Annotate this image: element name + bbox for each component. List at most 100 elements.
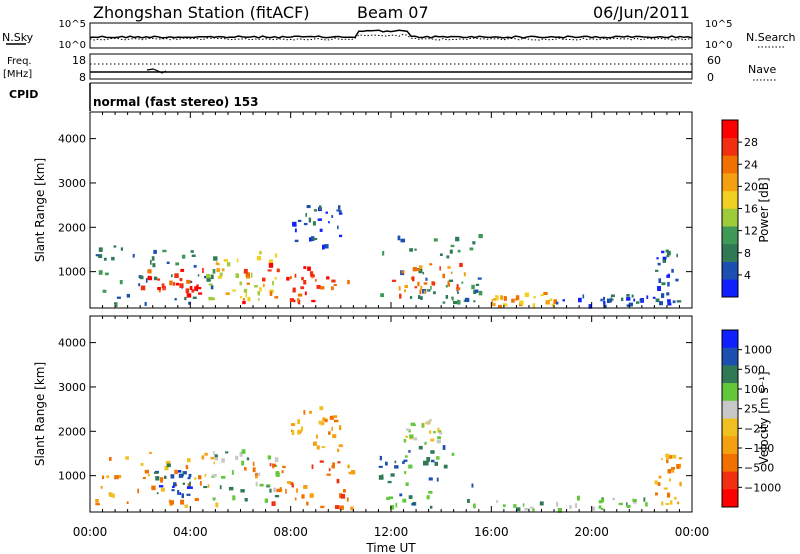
range-gate-cell [295,488,299,493]
range-gate-cell [173,282,176,286]
range-gate-cell [311,236,315,242]
range-gate-cell [231,470,234,475]
velocity-cbar-frame [721,329,739,508]
noise-search-label: N.Search [746,31,796,44]
y-tick-label: 4000 [58,133,86,146]
range-gate-cell [447,280,450,286]
range-gate-cell [287,481,292,484]
range-gate-cell [380,293,384,298]
range-gate-cell [244,498,248,502]
range-gate-cell [397,235,401,241]
range-gate-cell [658,278,662,283]
range-gate-cell [317,218,322,221]
range-gate-cell [267,455,271,460]
range-gate-cell [429,505,433,509]
range-gate-cell [147,276,153,281]
range-gate-cell [208,283,213,286]
range-gate-cell [676,464,680,469]
range-gate-cell [139,275,144,280]
range-gate-cell [448,279,454,282]
range-gate-cell [437,436,441,440]
range-gate-cell [181,493,184,499]
noise-right-tick-bottom: 10^0 [705,40,732,51]
range-gate-cell [147,269,152,274]
range-gate-cell [272,280,274,286]
range-gate-cell [306,205,311,209]
range-gate-cell [657,482,661,486]
range-gate-cell [652,296,656,299]
range-gate-cell [255,473,258,476]
range-gate-cell [665,503,670,505]
range-gate-cell [336,209,340,212]
range-gate-cell [618,502,623,506]
range-gate-cell [206,273,211,279]
range-gate-cell [269,463,272,467]
range-gate-cell [477,277,482,280]
range-gate-cell [646,295,649,299]
range-gate-cell [331,215,334,218]
x-tick-labels: 00:00 04:00 08:00 12:00 16:00 20:00 00:00 [73,525,710,539]
velocity-cbar-segment [722,400,738,419]
velocity-cbar-segment [722,471,738,490]
range-gate-cell [419,289,422,295]
power-axes: 1000 2000 3000 4000 [58,112,693,308]
range-gate-cell [256,472,261,476]
range-gate-cell [348,471,352,475]
freq-label-line2: [MHz] [3,69,32,80]
range-gate-cell [335,505,340,509]
range-gate-cell [291,483,294,488]
range-gate-cell [459,262,463,267]
range-gate-cell [425,277,428,281]
range-gate-cell [334,419,339,423]
range-gate-cell [117,475,122,479]
power-cbar-tick-label: 16 [744,203,758,216]
range-gate-cell [194,286,198,291]
range-gate-cell [311,276,314,279]
range-gate-cell [450,244,455,248]
power-colorbar-label: Power [dB] [757,177,771,242]
range-gate-cell [582,294,585,299]
range-gate-cell [457,300,461,305]
x-tick-label: 20:00 [574,525,609,539]
range-gate-cell [324,418,328,423]
range-gate-cell [137,488,139,494]
range-gate-cell [442,445,446,450]
power-colorbar: 4 8 12 16 20 24 28 Power [dB] [721,119,771,298]
range-gate-cell [643,497,646,502]
range-gate-cell [111,256,115,261]
range-gate-cell [333,415,338,419]
range-gate-cell [188,473,192,477]
range-gate-cell [655,269,659,272]
range-gate-cell [409,248,413,252]
range-gate-cell [140,285,146,291]
range-gate-cell [182,482,185,485]
range-gate-cell [156,492,159,495]
x-tick-label: 16:00 [474,525,509,539]
power-cbar-segment [722,261,738,280]
power-panel: 1000 2000 3000 4000 Slant Range [km] [33,111,693,309]
range-gate-cell [403,439,407,443]
power-cbar-tick-label: 20 [744,180,758,193]
range-gate-cell [451,296,454,300]
range-gate-cell [402,498,407,503]
range-gate-cell [423,460,427,466]
power-cbar-segment [722,120,738,138]
range-gate-cell [153,249,157,254]
range-gate-cell [239,281,242,286]
range-gate-cell [442,301,446,304]
range-gate-cell [198,475,202,480]
range-gate-cell [177,490,180,495]
range-gate-cell [380,476,384,480]
range-gate-cell [186,293,192,298]
range-gate-cell [187,483,191,487]
range-gate-cell [609,298,614,301]
range-gate-cell [408,429,411,433]
range-gate-cell [162,249,167,253]
range-gate-cell [243,268,248,274]
range-gate-cell [305,213,307,217]
range-gate-cell [256,255,262,261]
range-gate-cell [155,476,160,481]
range-gate-cell [667,250,671,256]
range-gate-cell [428,477,433,481]
velocity-panel: 1000 2000 3000 4000 Slant Range [km] [33,315,693,513]
